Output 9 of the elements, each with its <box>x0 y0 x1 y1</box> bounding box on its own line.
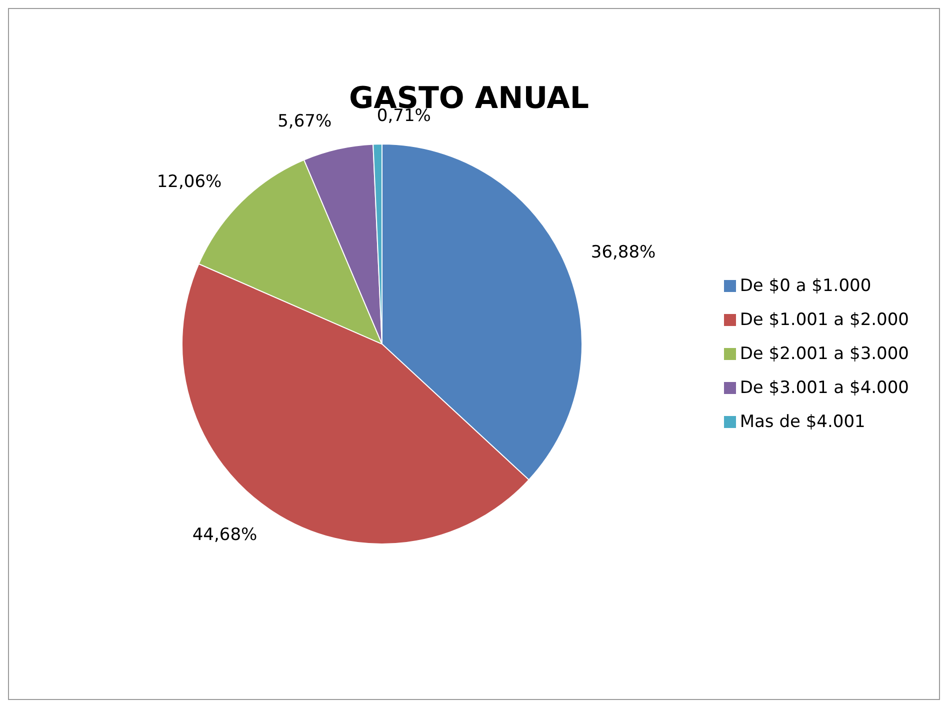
data-label: 44,68% <box>192 524 258 545</box>
data-label: 12,06% <box>156 172 222 192</box>
legend-label: De $2.001 a $3.000 <box>740 344 909 364</box>
legend-label: De $3.001 a $4.000 <box>740 378 909 398</box>
data-label: 5,67% <box>278 112 332 132</box>
data-label: 36,88% <box>590 242 656 263</box>
legend-label: Mas de $4.001 <box>740 412 866 432</box>
legend-label: De $1.001 a $2.000 <box>740 310 909 330</box>
legend-label: De $0 a $1.000 <box>740 276 872 296</box>
